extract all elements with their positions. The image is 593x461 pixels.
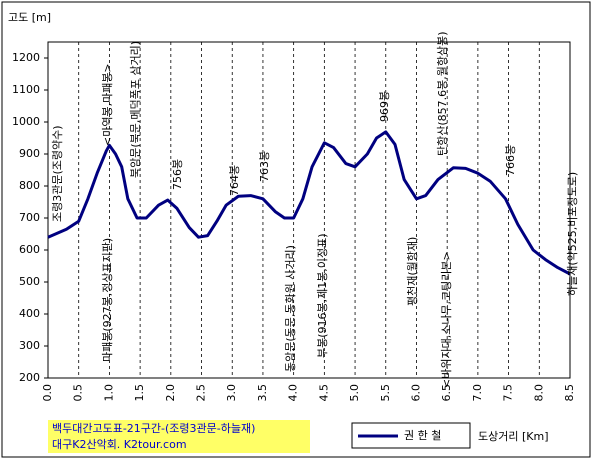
x-axis-title: 도상거리 [Km] bbox=[478, 430, 549, 443]
y-tick-label: 500 bbox=[19, 275, 40, 288]
x-tick-label: 6.5 bbox=[440, 384, 453, 402]
x-tick-label: 4.0 bbox=[287, 384, 300, 402]
annotation: 평천재(월항재) bbox=[405, 237, 419, 306]
x-tick-label: 3.0 bbox=[225, 384, 238, 402]
x-tick-label: 2.5 bbox=[195, 384, 208, 402]
y-tick-label: 1000 bbox=[12, 115, 40, 128]
x-tick-label: 7.5 bbox=[502, 384, 515, 402]
y-tick-label: 200 bbox=[19, 371, 40, 384]
x-tick-label: 4.5 bbox=[317, 384, 330, 402]
title-box bbox=[48, 420, 310, 453]
chart-title: 백두대간고도표-21구간-(조령3관문-하늘재) bbox=[52, 421, 255, 435]
annotation: 북암문(북문,메덕폭포 삼거리) bbox=[129, 41, 142, 178]
x-tick-label: 8.5 bbox=[563, 384, 576, 402]
x-tick-label: 2.0 bbox=[164, 384, 177, 402]
annotation: 마패봉(927봉,정상표지판) bbox=[101, 238, 114, 362]
x-tick-label: 1.0 bbox=[102, 384, 115, 402]
annotation: 766봉 bbox=[504, 145, 517, 176]
annotation: 764봉 bbox=[228, 165, 241, 196]
annotation: <바위지대,소나무,코팅리본> bbox=[440, 251, 453, 388]
y-tick-label: 700 bbox=[19, 211, 40, 224]
x-tick-label: 0.0 bbox=[41, 384, 54, 402]
annotation: 조령3관문(조령약수) bbox=[50, 125, 64, 222]
annotation: 탄항산(857.6봉,월항삼봉) bbox=[436, 31, 449, 156]
annotation: 부봉(916봉,제1봉,이정표) bbox=[316, 233, 329, 358]
y-tick-label: 900 bbox=[19, 147, 40, 160]
x-tick-label: 7.0 bbox=[471, 384, 484, 402]
annotation: 동암문(동문,동화원 사거리) bbox=[284, 245, 297, 372]
y-tick-label: 1100 bbox=[12, 83, 40, 96]
x-tick-label: 6.0 bbox=[409, 384, 422, 402]
annotation: 763봉 bbox=[258, 151, 271, 182]
y-tick-label: 800 bbox=[19, 179, 40, 192]
y-axis-title: 고도 [m] bbox=[8, 11, 51, 24]
x-tick-label: 8.0 bbox=[532, 384, 545, 402]
legend-label: 권 한 철 bbox=[404, 429, 441, 442]
annotation: <마역봉,마패봉> bbox=[101, 63, 114, 146]
x-tick-label: 1.5 bbox=[133, 384, 146, 402]
annotation: 하늘재(약525,비포장도로) bbox=[565, 172, 579, 296]
chart-subtitle: 대구K2산악회. K2tour.com bbox=[52, 438, 187, 451]
elevation-line bbox=[47, 130, 571, 276]
y-tick-label: 600 bbox=[19, 243, 40, 256]
y-tick-label: 400 bbox=[19, 307, 40, 320]
x-tick-label: 0.5 bbox=[72, 384, 85, 402]
annotation: 756봉 bbox=[171, 159, 184, 190]
annotation: 969봉 bbox=[378, 91, 391, 122]
x-tick-label: 5.5 bbox=[379, 384, 392, 402]
x-tick-label: 3.5 bbox=[256, 384, 269, 402]
y-tick-label: 1200 bbox=[12, 51, 40, 64]
y-tick-label: 300 bbox=[19, 339, 40, 352]
x-tick-label: 5.0 bbox=[348, 384, 361, 402]
